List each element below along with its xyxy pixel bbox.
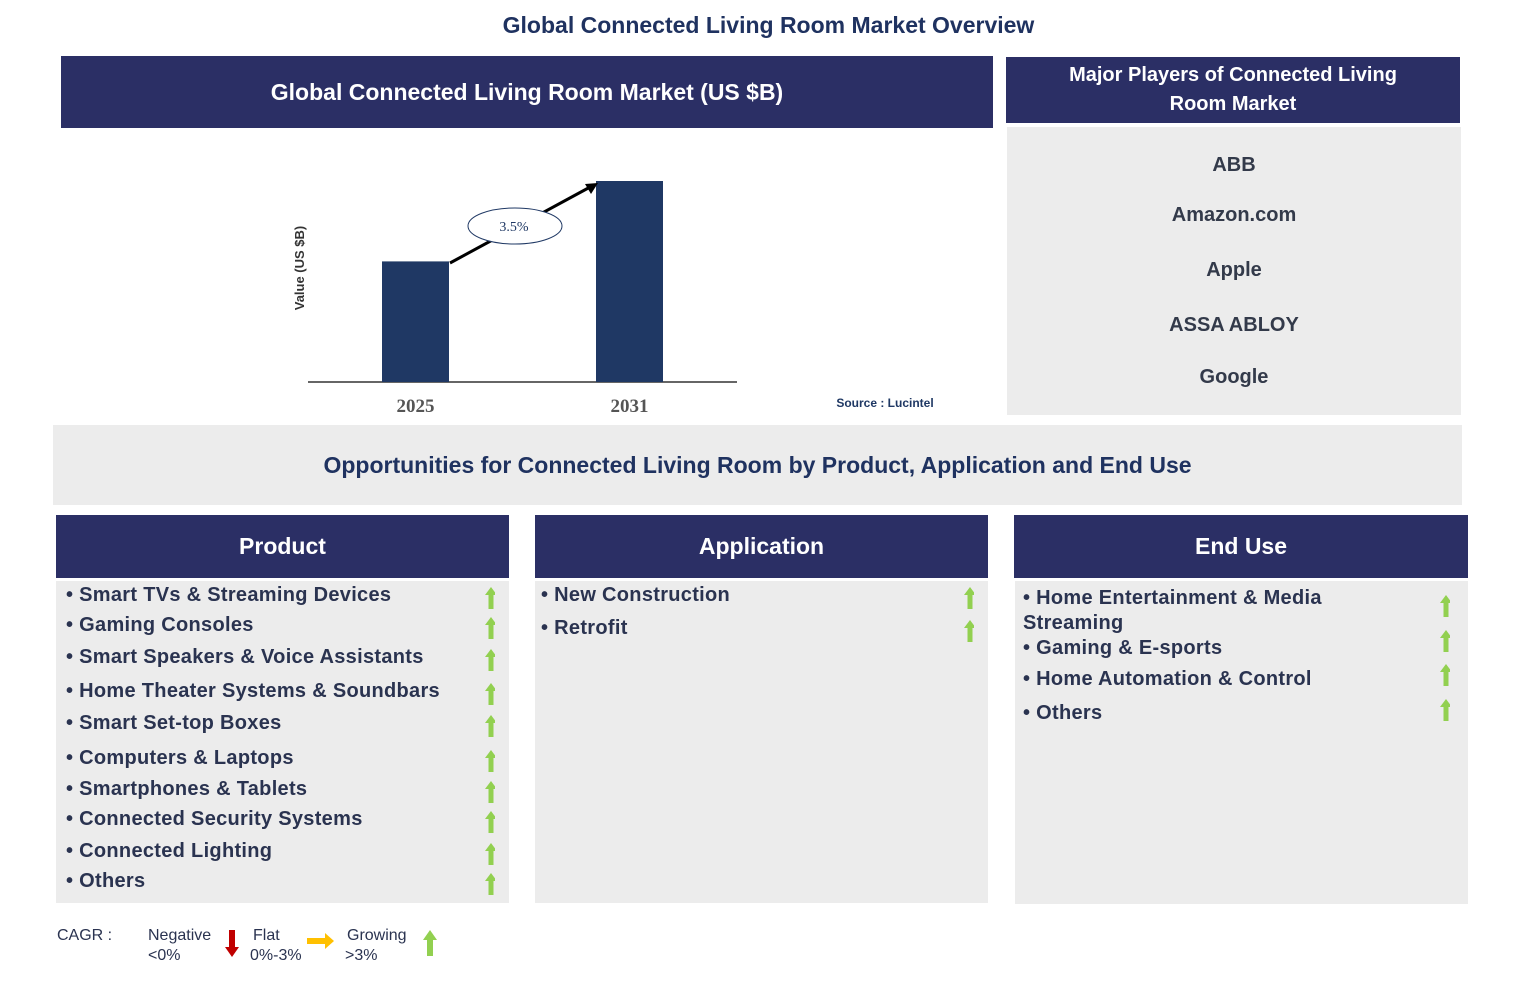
growing-arrow-icon bbox=[1440, 630, 1450, 652]
end-use-header: End Use bbox=[1014, 515, 1468, 578]
legend-negative: Negative bbox=[148, 927, 212, 944]
list-item: • Home Automation & Control bbox=[1023, 668, 1312, 690]
growing-arrow-icon bbox=[485, 617, 495, 639]
growing-arrow-icon bbox=[485, 649, 495, 671]
list-item: • Home Theater Systems & Soundbars bbox=[66, 680, 440, 702]
players-header: Major Players of Connected Living Room M… bbox=[1006, 57, 1460, 123]
right-arrow-icon bbox=[307, 933, 334, 949]
list-item: • Connected Security Systems bbox=[66, 808, 363, 830]
growing-arrow-icon bbox=[485, 811, 495, 833]
player-item: ABB bbox=[1212, 154, 1256, 176]
application-list: • New Construction • Retrofit bbox=[535, 581, 988, 903]
x-tick-label: 2025 bbox=[397, 396, 435, 417]
chart-header: Global Connected Living Room Market (US … bbox=[61, 56, 993, 128]
list-item: • Smart Set-top Boxes bbox=[66, 712, 282, 734]
list-item: • Home Entertainment & Media Streaming bbox=[1023, 587, 1322, 634]
players-list: ABB Amazon.com Apple ASSA ABLOY Google bbox=[1007, 127, 1461, 415]
growing-arrow-icon bbox=[485, 843, 495, 865]
legend-flat-range: 0%-3% bbox=[250, 947, 302, 964]
up-arrow-icon bbox=[423, 930, 437, 956]
growing-arrow-icon bbox=[485, 873, 495, 895]
growing-arrow-icon bbox=[1440, 699, 1450, 721]
growing-arrow-icon bbox=[1440, 664, 1450, 686]
bar-2025 bbox=[382, 261, 449, 382]
player-item: Apple bbox=[1206, 259, 1262, 281]
legend-growing: Growing bbox=[347, 927, 407, 944]
growing-arrow-icon bbox=[485, 715, 495, 737]
source-label: Source : Lucintel bbox=[836, 396, 933, 410]
growing-arrow-icon bbox=[964, 587, 974, 609]
y-axis-label: Value (US $B) bbox=[292, 226, 307, 311]
legend-negative-range: <0% bbox=[148, 947, 181, 964]
growing-arrow-icon bbox=[964, 620, 974, 642]
opportunities-title: Opportunities for Connected Living Room … bbox=[53, 425, 1462, 505]
list-item: • Smart Speakers & Voice Assistants bbox=[66, 646, 424, 668]
growing-arrow-icon bbox=[1440, 595, 1450, 617]
list-item: • Gaming & E-sports bbox=[1023, 637, 1223, 659]
list-item: • Smartphones & Tablets bbox=[66, 778, 308, 800]
growing-arrow-icon bbox=[485, 750, 495, 772]
growing-arrow-icon bbox=[485, 781, 495, 803]
list-item: • New Construction bbox=[541, 584, 731, 606]
list-item: • Connected Lighting bbox=[66, 840, 273, 862]
product-header: Product bbox=[56, 515, 509, 578]
application-header: Application bbox=[535, 515, 988, 578]
x-tick-label: 2031 bbox=[611, 396, 649, 417]
list-item: • Others bbox=[66, 870, 146, 892]
list-item: • Smart TVs & Streaming Devices bbox=[66, 584, 392, 606]
list-item: • Gaming Consoles bbox=[66, 614, 254, 636]
player-item: ASSA ABLOY bbox=[1169, 314, 1299, 336]
bar-chart: Value (US $B) 2025 2031 3.5% Source : Luc… bbox=[292, 181, 934, 417]
arrow-head bbox=[585, 183, 598, 194]
player-item: Google bbox=[1199, 366, 1269, 388]
list-item: • Others bbox=[1023, 702, 1103, 724]
product-list: • Smart TVs & Streaming Devices • Gaming … bbox=[56, 581, 509, 903]
legend-flat: Flat bbox=[253, 927, 280, 944]
player-item: Amazon.com bbox=[1171, 204, 1297, 226]
down-arrow-icon bbox=[225, 930, 239, 957]
growing-arrow-icon bbox=[485, 683, 495, 705]
list-item: • Computers & Laptops bbox=[66, 747, 294, 769]
growing-arrow-icon bbox=[485, 587, 495, 609]
legend-label: CAGR : bbox=[57, 927, 113, 944]
bar-2031 bbox=[596, 181, 663, 382]
list-item: • Retrofit bbox=[541, 617, 628, 639]
end-use-list: • Home Entertainment & Media Streaming • … bbox=[1015, 581, 1468, 904]
page-title: Global Connected Living Room Market Over… bbox=[502, 12, 1035, 38]
cagr-label: 3.5% bbox=[499, 220, 529, 235]
legend-growing-range: >3% bbox=[345, 947, 378, 964]
cagr-bubble bbox=[467, 207, 563, 245]
